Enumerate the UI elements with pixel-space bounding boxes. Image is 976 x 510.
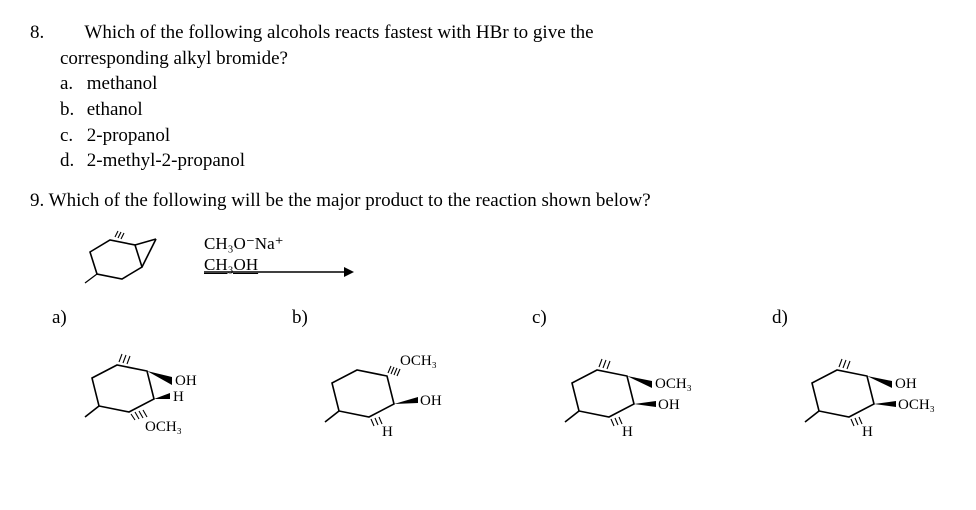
svg-text:H: H: [862, 424, 873, 440]
svg-text:OH: OH: [420, 393, 442, 409]
structure-a-icon: OH H OCH₃: [52, 333, 222, 453]
structure-c-icon: OCH₃ OH H: [532, 333, 702, 453]
reaction-arrow-icon: [204, 264, 354, 280]
answer-b-label: b): [292, 305, 308, 331]
svg-text:H: H: [382, 424, 393, 440]
opt-letter-d: d.: [60, 148, 82, 174]
q9-reaction: CH₃O⁻Na⁺ CH₃OH: [60, 217, 946, 297]
q9-stem: Which of the following will be the major…: [49, 190, 651, 211]
opt-text-c: 2-propanol: [87, 125, 170, 146]
substrate-epoxide-icon: [60, 217, 180, 297]
q9-answers: a): [52, 305, 946, 453]
q8-stem: 8. Which of the following alcohols react…: [30, 20, 946, 46]
svg-text:OH: OH: [175, 373, 197, 389]
reaction-arrow-stack: CH₃O⁻Na⁺ CH₃OH: [204, 235, 354, 279]
svg-text:OCH₃: OCH₃: [898, 397, 935, 413]
opt-letter-a: a.: [60, 71, 82, 97]
svg-text:H: H: [173, 389, 184, 405]
opt-letter-c: c.: [60, 123, 82, 149]
q8-option-b: b. ethanol: [60, 97, 946, 123]
question-9: 9. Which of the following will be the ma…: [30, 188, 946, 453]
svg-text:OCH₃: OCH₃: [145, 419, 182, 435]
answer-b: b): [292, 305, 462, 453]
answer-c: c): [532, 305, 702, 453]
opt-text-d: 2-methyl-2-propanol: [87, 150, 245, 171]
q9-number: 9.: [30, 190, 44, 211]
q8-option-d: d. 2-methyl-2-propanol: [60, 148, 946, 174]
svg-text:OH: OH: [658, 397, 680, 413]
answer-a-label: a): [52, 305, 67, 331]
q8-option-a: a. methanol: [60, 71, 946, 97]
svg-text:OCH₃: OCH₃: [400, 353, 437, 369]
svg-text:OH: OH: [895, 376, 917, 392]
answer-a: a): [52, 305, 222, 453]
answer-d-label: d): [772, 305, 788, 331]
structure-d-icon: OH OCH₃ H: [772, 333, 942, 453]
answer-d: d): [772, 305, 942, 453]
opt-text-a: methanol: [87, 73, 158, 94]
opt-text-b: ethanol: [87, 99, 143, 120]
structure-b-icon: OCH₃ OH H: [292, 333, 462, 453]
q8-stem-line2: corresponding alkyl bromide?: [60, 46, 946, 72]
q8-option-c: c. 2-propanol: [60, 123, 946, 149]
opt-letter-b: b.: [60, 97, 82, 123]
answer-c-label: c): [532, 305, 547, 331]
question-8: 8. Which of the following alcohols react…: [30, 20, 946, 174]
q8-stem-line1: Which of the following alcohols reacts f…: [84, 22, 593, 43]
svg-text:OCH₃: OCH₃: [655, 376, 692, 392]
q8-number: 8.: [30, 20, 80, 46]
svg-text:H: H: [622, 424, 633, 440]
reagent-top: CH₃O⁻Na⁺: [204, 235, 284, 254]
q9-stem-row: 9. Which of the following will be the ma…: [30, 188, 946, 214]
